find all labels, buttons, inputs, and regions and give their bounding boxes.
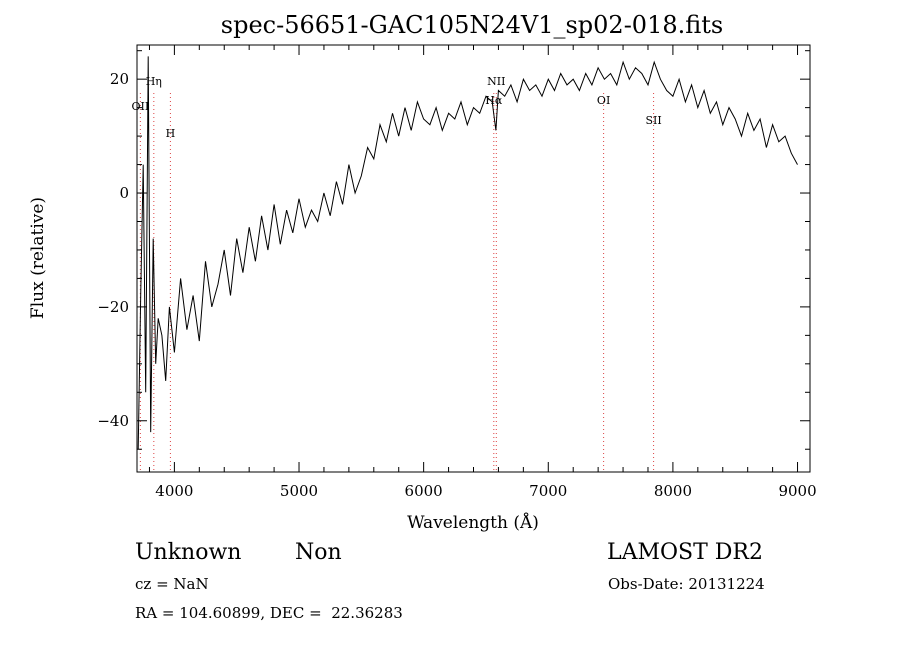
y-tick-label: −20 — [97, 298, 129, 316]
object-class: Unknown — [135, 540, 242, 565]
line-marker-label: NII — [487, 75, 505, 88]
x-tick-label: 8000 — [654, 482, 692, 500]
x-tick-label: 9000 — [778, 482, 816, 500]
line-marker-label: OII — [132, 100, 150, 113]
y-tick-label: 0 — [119, 184, 129, 202]
y-tick-label: −40 — [97, 412, 129, 430]
spectrum-series — [137, 56, 798, 450]
line-marker-label: H — [166, 127, 176, 140]
x-axis-label: Wavelength (Å) — [407, 512, 539, 533]
x-tick-label: 4000 — [155, 482, 193, 500]
x-tick-label: 7000 — [529, 482, 567, 500]
y-axis-label: Flux (relative) — [28, 197, 48, 319]
observation-date: Obs-Date: 20131224 — [608, 575, 765, 593]
object-subclass: Non — [295, 540, 342, 565]
line-marker-label: Hη — [146, 75, 162, 88]
y-tick-label: 20 — [110, 70, 129, 88]
line-marker-label: OI — [597, 94, 610, 107]
x-tick-label: 5000 — [280, 482, 318, 500]
spectrum-line — [137, 56, 798, 450]
line-marker-label: Hα — [485, 94, 503, 107]
line-marker-label: SII — [645, 114, 661, 127]
emission-line-markers: OII Hη H NII Hα OI SII — [132, 75, 662, 472]
x-axis-ticks: 4000 5000 6000 7000 8000 9000 — [148, 45, 817, 500]
x-tick-label: 6000 — [405, 482, 443, 500]
y-axis-ticks: −40 −20 0 20 — [97, 50, 810, 450]
chart-title: spec-56651-GAC105N24V1_sp02-018.fits — [221, 11, 723, 39]
redshift-label: cz = NaN — [135, 575, 209, 593]
coordinates: RA = 104.60899, DEC = 22.36283 — [135, 604, 403, 622]
survey-name: LAMOST DR2 — [607, 540, 763, 565]
